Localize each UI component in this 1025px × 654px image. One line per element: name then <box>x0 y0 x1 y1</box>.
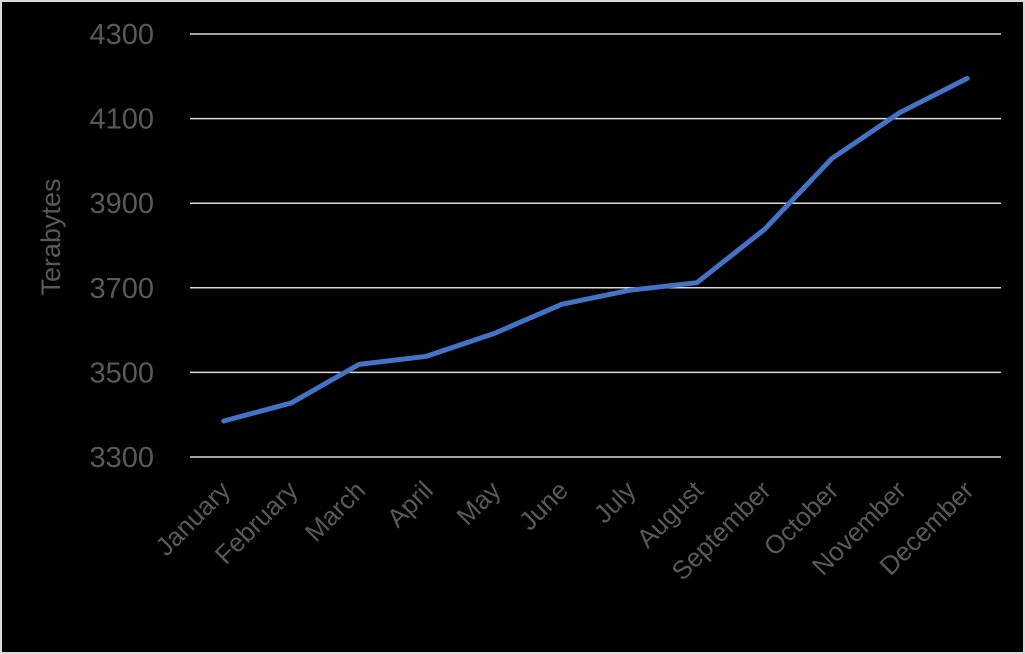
x-tick-label: May <box>450 475 506 531</box>
data-line <box>221 75 970 424</box>
y-tick-label: 4100 <box>89 104 154 136</box>
y-tick-label: 3900 <box>89 188 154 220</box>
x-tick-label: July <box>588 475 642 529</box>
y-tick-label: 3700 <box>89 273 154 305</box>
x-tick-label: June <box>513 475 574 536</box>
gridlines <box>190 33 1001 458</box>
y-tick-label: 4300 <box>89 19 154 51</box>
x-tick-label: April <box>381 475 439 533</box>
x-tick-label: March <box>299 475 371 547</box>
y-axis-ticks: 3300 3500 3700 3900 4100 4300 <box>89 19 154 474</box>
y-axis-label: Terabytes <box>36 178 66 295</box>
y-tick-label: 3300 <box>89 442 154 474</box>
y-tick-label: 3500 <box>89 357 154 389</box>
